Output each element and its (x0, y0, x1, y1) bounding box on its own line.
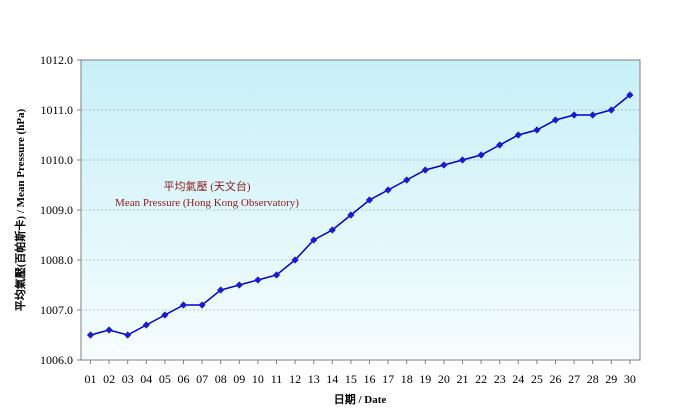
data-point-marker (105, 326, 113, 334)
data-point-marker (607, 106, 615, 114)
data-point-marker (124, 331, 132, 339)
data-point-marker (291, 256, 299, 264)
x-tick-label: 16 (364, 372, 376, 386)
data-point-marker (328, 226, 336, 234)
y-tick-label: 1012.0 (40, 53, 73, 67)
x-tick-label: 11 (271, 372, 283, 386)
data-point-marker (179, 301, 188, 309)
data-point-marker (551, 116, 560, 124)
x-tick-label: 15 (345, 372, 357, 386)
data-point-marker (235, 281, 243, 289)
x-tick-label: 14 (326, 372, 338, 386)
x-tick-label: 27 (568, 372, 580, 386)
x-tick-label: 23 (494, 372, 506, 386)
x-axis-title: 日期 / Date (334, 392, 387, 406)
x-tick-label: 03 (122, 372, 134, 386)
data-point-marker (514, 131, 522, 139)
x-tick-label: 18 (401, 372, 413, 386)
data-point-marker (161, 311, 169, 319)
x-tick-label: 05 (159, 372, 171, 386)
data-point-marker (421, 166, 429, 174)
x-tick-label: 17 (382, 372, 394, 386)
x-tick-label: 02 (103, 372, 115, 386)
data-point-marker (365, 196, 374, 204)
data-point-marker (403, 176, 411, 184)
data-point-marker (384, 186, 392, 194)
x-tick-label: 08 (215, 372, 227, 386)
data-point-marker (198, 301, 206, 309)
x-tick-label: 09 (233, 372, 245, 386)
x-tick-label: 12 (289, 372, 301, 386)
x-tick-label: 10 (252, 372, 264, 386)
x-tick-label: 21 (457, 372, 469, 386)
x-tick-label: 06 (178, 372, 190, 386)
data-point-marker (440, 161, 448, 169)
y-tick-label: 1008.0 (40, 253, 73, 267)
data-point-marker (626, 91, 634, 99)
x-tick-label: 20 (438, 372, 450, 386)
y-tick-label: 1007.0 (40, 303, 73, 317)
x-tick-label: 22 (475, 372, 487, 386)
annotation-chinese: 平均氣壓 (天文台) (163, 179, 250, 193)
series-markers (86, 91, 634, 339)
data-point-marker (272, 271, 281, 279)
y-tick-label: 1006.0 (40, 353, 73, 367)
data-point-marker (254, 276, 262, 284)
data-point-marker (589, 111, 597, 119)
data-point-marker (347, 211, 355, 219)
data-point-marker (86, 331, 95, 339)
data-point-marker (310, 236, 318, 244)
y-axis-title: 平均氣壓(百帕斯卡) / Mean Pressure (hPa) (13, 108, 27, 311)
x-tick-label: 01 (85, 372, 97, 386)
series-line-mean-pressure (90, 94, 631, 336)
y-tick-label: 1011.0 (40, 103, 73, 117)
x-tick-label: 24 (512, 372, 524, 386)
data-point-marker (477, 151, 485, 159)
data-point-marker (458, 156, 467, 164)
x-tick-label: 28 (587, 372, 599, 386)
x-tick-label: 04 (140, 372, 152, 386)
data-point-marker (217, 286, 225, 294)
x-tick-label: 19 (419, 372, 431, 386)
x-tick-label: 07 (196, 372, 208, 386)
x-tick-label: 25 (531, 372, 543, 386)
x-tick-label: 30 (624, 372, 636, 386)
annotation-english: Mean Pressure (Hong Kong Observatory) (115, 197, 299, 209)
y-tick-label: 1010.0 (40, 153, 73, 167)
data-point-marker (570, 111, 578, 119)
x-axis-ticks: 01 02 03 04 05 06 07 08 09 10 11 12 13 14 15 16 17 18 19 20… (85, 360, 636, 386)
data-point-marker (142, 321, 150, 329)
y-tick-label: 1009.0 (40, 203, 73, 217)
y-axis-ticks: 1006.0 1007.0 1008.0 1009.0 1010.0 1011.0 1012… (40, 53, 81, 367)
x-tick-label: 13 (308, 372, 320, 386)
data-point-marker (533, 126, 541, 134)
x-tick-label: 29 (605, 372, 617, 386)
x-tick-label: 26 (550, 372, 562, 386)
data-point-marker (496, 141, 504, 149)
